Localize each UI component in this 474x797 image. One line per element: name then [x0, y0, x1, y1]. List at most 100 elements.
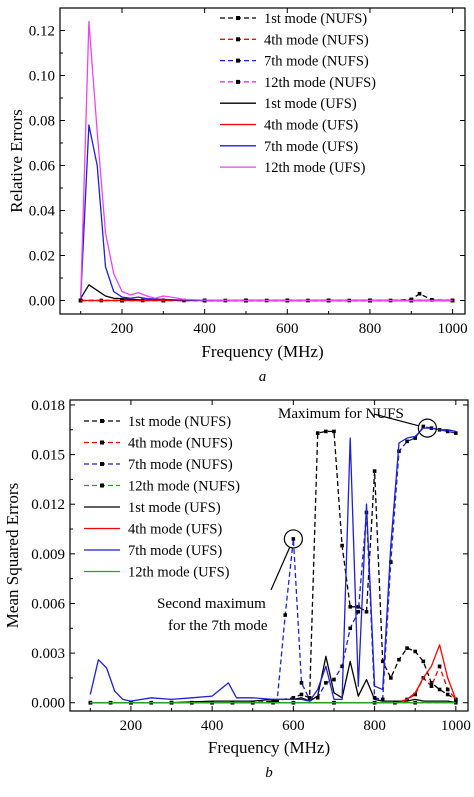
legend-entry-7: 12th mode (UFS): [128, 565, 230, 581]
y-tick-label: 0.10: [29, 69, 55, 85]
legend-marker: [236, 79, 240, 84]
data-point: [421, 424, 426, 429]
legend-marker: [100, 483, 104, 488]
data-point: [445, 429, 450, 434]
data-point: [332, 677, 336, 682]
y-axis-label: Relative Errors: [7, 109, 26, 212]
data-point: [454, 697, 458, 702]
series-line-6: [89, 427, 456, 702]
legend-entry-3: 12th mode (NUFS): [264, 75, 376, 91]
data-point: [389, 560, 393, 564]
x-tick-label: 800: [359, 321, 382, 337]
y-tick-label: 0.006: [31, 596, 65, 612]
x-tick-label: 400: [201, 718, 224, 734]
data-point: [437, 664, 442, 669]
legend-marker: [236, 37, 240, 42]
data-point: [315, 431, 320, 435]
legend-entry-1: 4th mode (NUFS): [264, 32, 369, 48]
data-point: [299, 692, 304, 697]
y-tick-label: 0.009: [31, 547, 65, 563]
legend-marker: [100, 419, 104, 423]
y-tick-label: 0.02: [29, 249, 55, 265]
data-point: [417, 291, 422, 296]
plot-area: [78, 20, 455, 303]
legend-entry-2: 7th mode (NUFS): [264, 54, 369, 70]
data-point: [413, 692, 418, 697]
y-tick-label: 0.04: [29, 204, 56, 220]
data-point: [445, 687, 450, 692]
annotation-line-0: [373, 413, 419, 427]
legend-marker: [236, 16, 240, 20]
data-point: [324, 429, 328, 434]
y-tick-label: 0.06: [29, 159, 56, 175]
x-tick-label: 600: [276, 321, 299, 337]
series-line-4: [90, 655, 456, 704]
data-point: [356, 609, 361, 614]
y-tick-label: 0.003: [31, 646, 65, 662]
legend: 1st mode (NUFS) 4th mode (NUFS) 7th mode (…: [84, 414, 240, 581]
y-axis-label: Mean Squared Errors: [3, 483, 22, 628]
data-point: [283, 613, 288, 617]
y-tick-label: 0.12: [29, 24, 55, 40]
x-tick-label: 1000: [438, 321, 468, 337]
data-point: [348, 604, 353, 609]
data-point: [340, 543, 344, 548]
data-point: [397, 657, 401, 662]
data-point: [78, 298, 83, 303]
annotation-text-0-0: Maximum for NUFS: [278, 406, 404, 422]
y-tick-label: 0.018: [31, 398, 65, 414]
data-point: [291, 537, 296, 541]
data-point: [445, 692, 450, 697]
data-point: [429, 684, 434, 688]
data-point: [405, 439, 409, 444]
data-point: [380, 659, 385, 664]
plot-frame: [59, 7, 466, 315]
data-point: [275, 699, 279, 703]
data-point: [307, 697, 312, 702]
legend-entry-2: 7th mode (NUFS): [128, 457, 233, 473]
x-tick-label: 800: [363, 718, 386, 734]
panel-label: b: [265, 765, 273, 781]
data-point: [454, 431, 458, 435]
chart-panel-b: 200 400 600 800 1000 0.000 0.003 0.006 0.009 0.01…: [3, 398, 471, 781]
x-axis-label: Frequency (MHz): [201, 342, 323, 361]
data-point: [389, 676, 393, 680]
y-tick-label: 0.000: [31, 696, 65, 712]
legend-entry-3: 12th mode (NUFS): [128, 479, 240, 495]
data-point: [348, 626, 353, 631]
y-tick-label: 0.012: [31, 497, 65, 513]
series-line-7: [80, 20, 453, 302]
data-point: [429, 681, 434, 685]
annotation-text-1-1: for the 7th mode: [168, 618, 268, 634]
x-tick-label: 200: [120, 718, 143, 734]
x-tick-label: 400: [193, 321, 216, 337]
x-axis-label: Frequency (MHz): [208, 738, 330, 757]
data-point: [454, 700, 458, 705]
data-point: [421, 659, 426, 664]
legend-entry-5: 4th mode (UFS): [264, 118, 358, 134]
x-tick-label: 600: [282, 718, 305, 734]
data-point: [291, 695, 296, 700]
annotation-line-1: [270, 546, 291, 591]
legend-marker: [100, 440, 104, 445]
plot-frame: [69, 399, 469, 712]
data-point: [364, 609, 369, 614]
legend-entry-7: 12th mode (UFS): [264, 160, 366, 176]
legend-entry-1: 4th mode (NUFS): [128, 436, 233, 452]
legend: 1st mode (NUFS) 4th mode (NUFS) 7th mode (…: [220, 11, 376, 176]
annotation-circle-0: [417, 418, 437, 438]
y-tick-label: 0.015: [31, 448, 65, 464]
y-tick-label: 0.08: [29, 114, 55, 130]
data-point: [380, 697, 385, 702]
chart-panel-a: 200 400 600 800 1000 0.00 0.02 0.04 0.06 0.08 0.10…: [7, 7, 468, 385]
legend-marker: [236, 58, 240, 63]
legend-entry-6: 7th mode (UFS): [264, 139, 358, 155]
plot-area: [88, 424, 458, 705]
legend-entry-0: 1st mode (NUFS): [264, 11, 367, 27]
x-tick-label: 200: [111, 321, 134, 337]
x-tick-label: 1000: [441, 718, 471, 734]
data-point: [332, 429, 336, 434]
data-point: [450, 298, 455, 303]
